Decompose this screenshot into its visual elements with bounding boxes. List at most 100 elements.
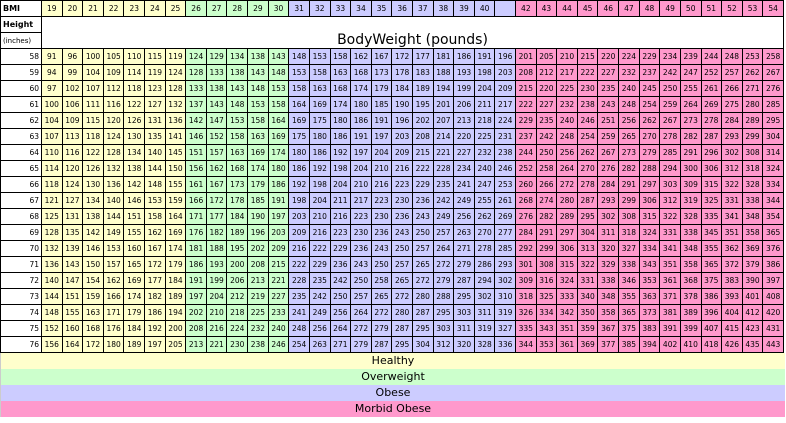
weight-cell: 186 [185, 256, 207, 273]
weight-cell: 264 [329, 320, 352, 337]
weight-cell: 344 [762, 192, 784, 209]
weight-cell: 257 [721, 64, 743, 81]
weight-cell: 148 [144, 176, 166, 193]
weight-cell: 334 [762, 176, 784, 193]
weight-cell: 184 [164, 272, 187, 289]
weight-cell: 234 [453, 160, 475, 177]
weight-cell: 216 [370, 176, 393, 193]
weight-cell: 291 [618, 176, 640, 193]
weight-cell: 148 [41, 304, 63, 321]
weight-cell: 396 [700, 304, 723, 321]
weight-cell: 195 [226, 240, 249, 257]
weight-cell: 242 [659, 64, 681, 81]
height-value: 61 [0, 96, 42, 113]
weight-cell: 153 [267, 80, 290, 97]
weight-cell: 198 [308, 176, 331, 193]
weight-cell: 167 [144, 240, 166, 257]
weight-cell: 295 [432, 304, 455, 321]
weight-cell: 240 [473, 160, 496, 177]
weight-cell: 243 [350, 256, 372, 273]
weight-cell: 122 [123, 96, 146, 113]
weight-cell: 128 [102, 144, 125, 161]
weight-cell: 253 [494, 176, 517, 193]
weight-cell: 191 [473, 48, 496, 65]
weight-cell: 250 [411, 224, 434, 241]
weight-cell: 229 [638, 48, 661, 65]
weight-cell: 204 [473, 80, 496, 97]
bmi-header: 48 [638, 0, 661, 17]
weight-cell: 112 [102, 80, 125, 97]
weight-cell: 211 [329, 192, 352, 209]
weight-cell: 191 [350, 128, 372, 145]
weight-cell: 215 [576, 48, 599, 65]
weight-cell: 128 [164, 80, 187, 97]
weight-cell: 134 [123, 144, 146, 161]
weight-cell: 123 [144, 80, 166, 97]
weight-cell: 174 [350, 80, 372, 97]
weight-cell: 291 [535, 224, 558, 241]
weight-cell: 379 [741, 256, 764, 273]
weight-cell: 273 [679, 112, 702, 129]
weight-cell: 172 [144, 256, 166, 273]
weight-cell: 338 [679, 224, 702, 241]
weight-cell: 443 [762, 336, 784, 353]
weight-cell: 230 [370, 208, 393, 225]
weight-cell: 240 [267, 320, 290, 337]
weight-cell: 333 [556, 288, 578, 305]
weight-cell: 148 [226, 96, 249, 113]
weight-cell: 312 [721, 160, 743, 177]
bmi-header: 20 [61, 0, 84, 17]
bmi-header: 32 [308, 0, 331, 17]
weight-cell: 250 [370, 256, 393, 273]
weight-cell: 157 [205, 144, 228, 161]
weight-cell: 306 [556, 240, 578, 257]
weight-cell: 243 [411, 208, 434, 225]
weight-cell: 257 [391, 256, 413, 273]
legend: Healthy Overweight Obese Morbid Obese [0, 353, 786, 417]
weight-cell: 114 [123, 64, 146, 81]
weight-cell: 198 [329, 160, 352, 177]
weight-cell: 272 [350, 320, 372, 337]
weight-cell: 210 [370, 160, 393, 177]
weight-cell: 331 [721, 192, 743, 209]
weight-cell: 300 [679, 160, 702, 177]
weight-cell: 177 [411, 48, 434, 65]
weight-cell: 242 [432, 192, 455, 209]
weight-cell: 202 [411, 112, 434, 129]
weight-cell: 192 [288, 176, 310, 193]
weight-cell: 310 [494, 288, 517, 305]
weight-cell: 118 [123, 80, 146, 97]
height-value: 73 [0, 288, 42, 305]
weight-cell: 124 [61, 176, 84, 193]
weight-cell: 192 [144, 320, 166, 337]
weight-cell: 153 [226, 112, 249, 129]
weight-cell: 272 [411, 272, 434, 289]
weight-cell: 343 [638, 256, 661, 273]
weight-cell: 267 [659, 112, 681, 129]
weight-cell: 139 [61, 240, 84, 257]
weight-cell: 201 [515, 48, 537, 65]
weight-cell: 163 [329, 64, 352, 81]
weight-cell: 189 [164, 288, 187, 305]
bmi-header: 23 [123, 0, 146, 17]
weight-cell: 262 [576, 144, 599, 161]
weight-cell: 241 [453, 176, 475, 193]
weight-cell: 196 [494, 48, 517, 65]
weight-cell: 256 [453, 208, 475, 225]
weight-cell: 287 [453, 272, 475, 289]
weight-cell: 158 [329, 48, 352, 65]
weight-cell: 229 [515, 112, 537, 129]
weight-cell: 252 [700, 64, 723, 81]
weight-cell: 256 [308, 320, 331, 337]
weight-cell: 278 [659, 128, 681, 145]
weight-cell: 335 [515, 320, 537, 337]
weight-cell: 144 [102, 208, 125, 225]
bmi-header: 42 [515, 0, 537, 17]
weight-cell: 288 [638, 160, 661, 177]
weight-cell: 236 [411, 192, 434, 209]
header-row: BMI 19 20 21 22 23 24 25 26 27 28 29 30 31 32 33 34 35 36 3… [0, 0, 784, 17]
weight-cell: 197 [267, 208, 290, 225]
weight-cell: 223 [370, 192, 393, 209]
weight-cell: 163 [308, 80, 331, 97]
weight-cell: 228 [288, 272, 310, 289]
